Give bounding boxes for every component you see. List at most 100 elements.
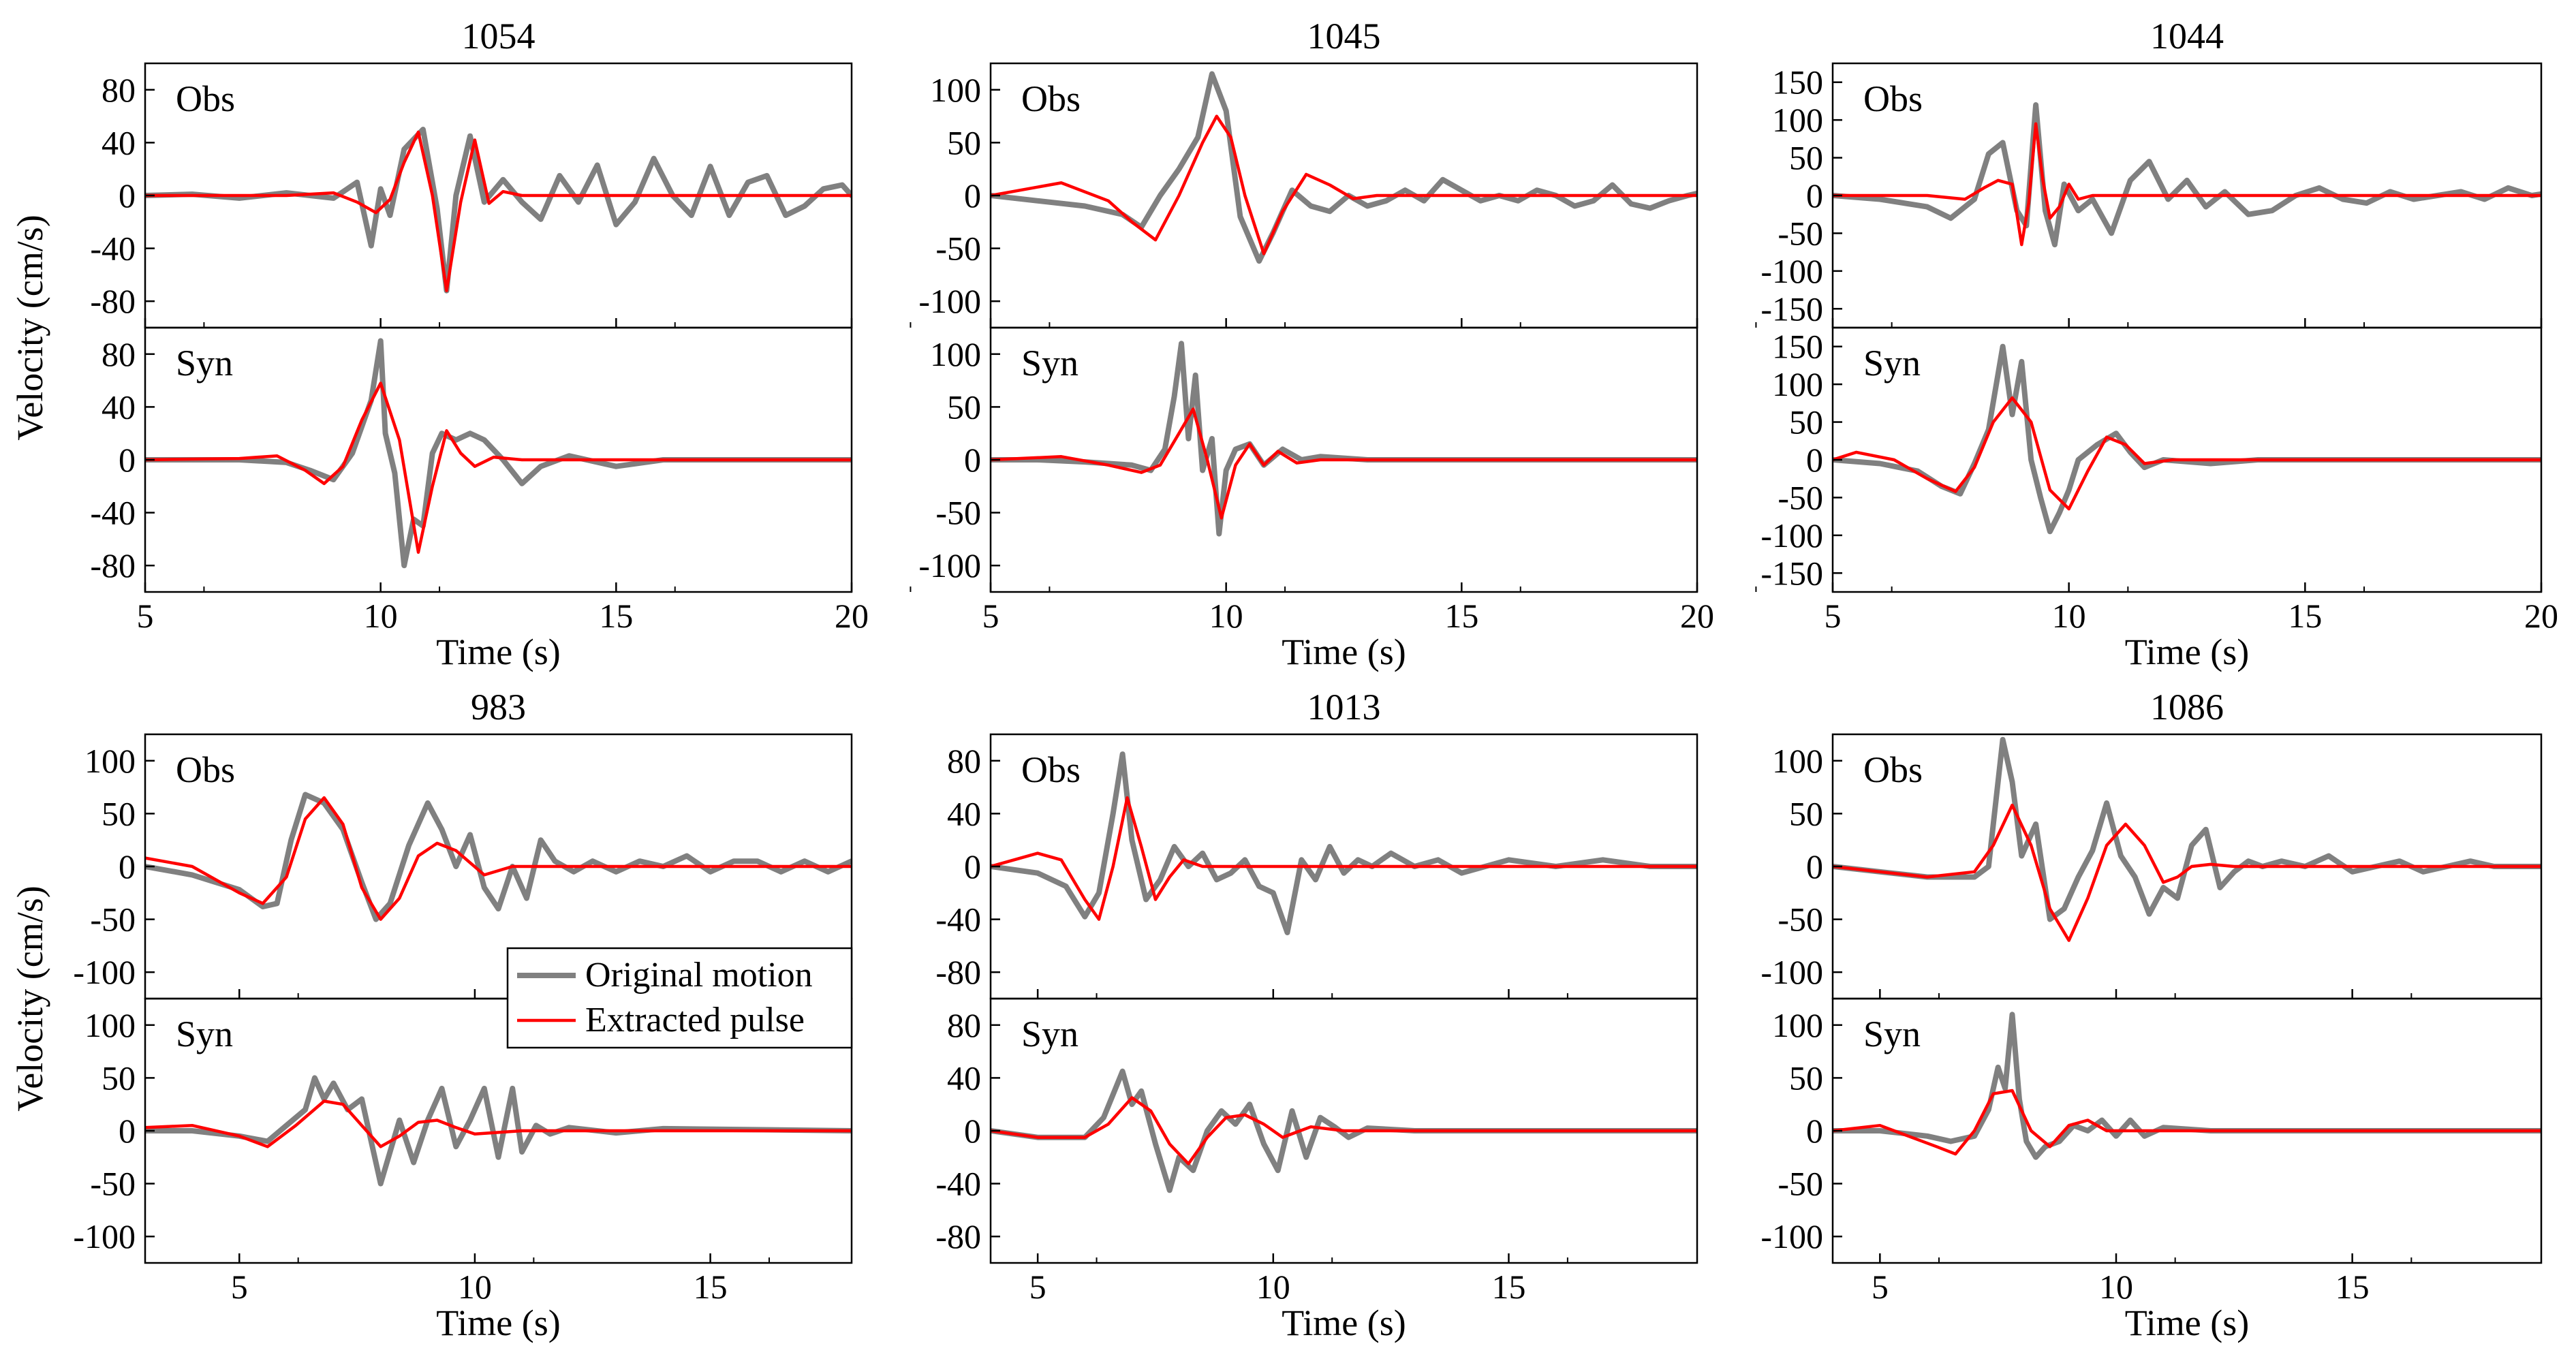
x-tick-label: 5 [1825,597,1842,635]
panel-label: Syn [1863,343,1921,384]
y-tick-label: 50 [1789,403,1823,441]
y-tick-label: 100 [1772,742,1823,780]
series-extracted-pulse [1833,396,2541,511]
y-tick-label: 0 [964,441,981,479]
chart-1086: 1086 -100 -50 0 50 100 Obs -100 -50 0 50 100 Syn 5 10 1… [1760,687,2543,1343]
chart-title: 1045 [1307,16,1381,57]
panel-label: Syn [1021,1014,1078,1054]
series-original-motion [1833,343,2541,535]
series-group [991,341,1697,537]
y-tick-label: -50 [935,230,981,268]
series-original-motion [145,127,852,294]
chart-1013: 1013 -80 -40 0 40 80 Obs -80 -40 0 40 80 Syn 5 10 15 Tim… [935,687,1698,1343]
x-tick-label: 15 [2336,1268,2370,1306]
series-extracted-pulse [991,114,1697,255]
chart-title: 983 [471,687,526,728]
x-tick-label: 15 [599,597,633,635]
y-tick-label: 80 [947,742,981,780]
legend: Original motion Extracted pulse [506,947,853,1049]
x-tick-label: 5 [982,597,999,635]
y-tick-label: -80 [935,1217,981,1255]
y-tick-label: 80 [102,71,136,109]
x-axis-label: Time (s) [436,1302,561,1343]
y-tick-label: 100 [84,742,136,780]
y-tick-label: 80 [947,1006,981,1044]
y-tick-label: -80 [935,953,981,991]
x-tick-label: 15 [694,1268,728,1306]
y-tick-label: -50 [90,901,136,939]
series-extracted-pulse [1833,122,2541,247]
y-tick-label: 0 [964,1112,981,1150]
y-axis-label: Velocity (cm/s) [10,215,50,440]
y-axis-label: Velocity (cm/s) [10,886,50,1111]
x-tick-label: 5 [1872,1268,1889,1306]
legend-label-pulse: Extracted pulse [585,1001,805,1039]
series-original-motion [991,751,1697,935]
series-group [145,127,852,294]
panel-syn: -80 -40 0 40 80 Syn [90,326,912,593]
series-original-motion [991,71,1697,264]
y-tick-label: 40 [102,123,136,161]
y-tick-label: 0 [964,847,981,886]
series-extracted-pulse [145,381,852,554]
series-original-motion [991,1068,1697,1193]
x-axis-label: Time (s) [2125,1302,2250,1343]
y-tick-label: 0 [964,176,981,215]
x-tick-label: 10 [458,1268,492,1306]
y-tick-label: -150 [1760,290,1823,328]
x-tick-label: 10 [364,597,398,635]
panel-label: Obs [1863,749,1923,790]
series-group [1833,736,2541,942]
chart-1045: 1045 -100 -50 0 50 100 Obs -100 -50 0 50 100 Syn 5 10 1… [918,16,1757,672]
series-original-motion [991,341,1697,537]
y-tick-label: 100 [1772,101,1823,139]
y-tick-label: -100 [918,546,981,584]
chart-983: 983 -100 -50 0 50 100 Obs -100 -50 0 50 100 Syn 5 10 15… [10,687,853,1343]
y-tick-label: 100 [1772,365,1823,403]
series-extracted-pulse [145,796,852,921]
chart-title: 1044 [2150,16,2224,57]
chart-1054: 1054 -80 -40 0 40 80 Obs -80 -40 0 40 80 Syn 5 10 15 20 T… [10,16,912,672]
y-tick-label: 50 [1789,1059,1823,1097]
series-group [145,338,852,569]
y-tick-label: 50 [947,123,981,161]
y-tick-label: -150 [1760,554,1823,592]
y-tick-label: 50 [1789,794,1823,832]
series-group [1833,1012,2541,1160]
y-tick-label: 100 [1772,1006,1823,1044]
y-tick-label: -40 [935,1165,981,1203]
series-extracted-pulse [145,130,852,292]
y-tick-label: 80 [102,335,136,373]
y-tick-label: -100 [73,953,136,991]
x-axis-label: Time (s) [1282,631,1406,672]
panel-label: Syn [1021,343,1078,384]
x-tick-label: 20 [2524,597,2558,635]
panel-label: Obs [176,78,235,119]
x-axis-label: Time (s) [1282,1302,1406,1343]
y-tick-label: -50 [1778,478,1823,516]
series-original-motion [145,1075,852,1187]
y-tick-label: 150 [1772,328,1823,366]
y-tick-label: 100 [84,1006,136,1044]
panel-label: Obs [1021,78,1081,119]
x-tick-label: 15 [2288,597,2322,635]
chart-title: 1013 [1307,687,1381,728]
panel-label: Obs [1021,749,1081,790]
series-extracted-pulse [991,796,1697,921]
y-tick-label: -80 [90,546,136,584]
y-tick-label: 50 [102,1059,136,1097]
y-tick-label: 0 [1806,441,1823,479]
panel-label: Syn [176,343,233,384]
y-tick-label: -100 [73,1217,136,1255]
x-tick-label: 10 [2099,1268,2133,1306]
series-original-motion [145,338,852,569]
y-tick-label: -50 [935,494,981,532]
x-tick-label: 10 [1256,1268,1290,1306]
series-group [1833,102,2541,248]
x-tick-label: 5 [231,1268,248,1306]
x-tick-label: 10 [1209,597,1243,635]
series-extracted-pulse [991,407,1697,520]
